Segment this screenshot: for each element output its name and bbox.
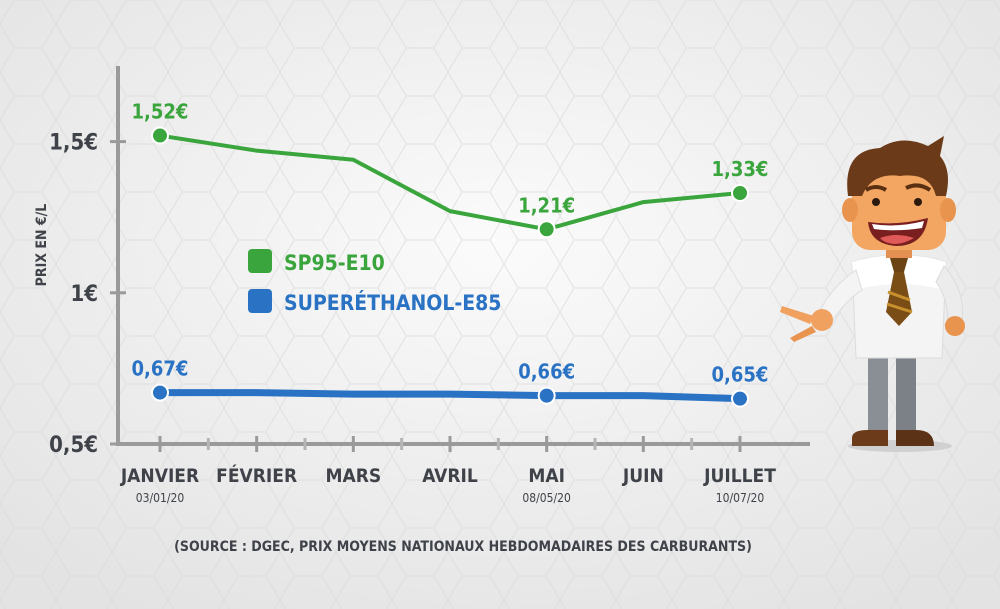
legend-swatch-sp95: [248, 249, 272, 273]
x-ticks: JANVIER 03/01/20 FÉVRIER MARS AVRIL MAI 08/05/…: [120, 436, 776, 505]
data-point: [151, 383, 169, 402]
x-tick-label: FÉVRIER: [216, 464, 297, 487]
legend-label-e85: SUPERÉTHANOL-E85: [284, 290, 501, 315]
x-tick-label: JUIN: [622, 465, 664, 487]
data-point: [731, 184, 749, 203]
y-ticks: 0,5€ 1€ 1,5€: [49, 131, 126, 458]
data-label: 1,21€: [518, 193, 575, 217]
series-layer: 1,52€ 1,21€ 1,33€ 0,67€ 0,66€ 0,65€: [132, 100, 769, 408]
x-tick-label: JUILLET: [703, 465, 776, 487]
series-line-sp95: [158, 133, 742, 232]
source-note: (SOURCE : DGEC, PRIX MOYENS NATIONAUX HE…: [174, 539, 752, 555]
data-point: [151, 126, 169, 145]
legend-swatch-e85: [248, 289, 272, 313]
y-tick-label: 0,5€: [49, 433, 98, 458]
x-date-label: 10/07/20: [716, 491, 765, 505]
data-point: [731, 389, 749, 408]
legend: SP95-E10 SUPERÉTHANOL-E85: [248, 249, 501, 315]
series-line-e85: [156, 389, 744, 403]
x-tick-label: MARS: [325, 465, 381, 487]
data-label: 1,33€: [712, 157, 769, 181]
data-point: [537, 386, 556, 405]
legend-label-sp95: SP95-E10: [284, 251, 385, 275]
x-date-label: 08/05/20: [522, 491, 571, 505]
x-date-label: 03/01/20: [136, 491, 185, 505]
x-tick-label: MAI: [528, 465, 565, 487]
data-label: 0,65€: [712, 363, 769, 387]
y-axis-label: PRIX EN €/L: [34, 204, 50, 287]
x-tick-label: JANVIER: [120, 465, 199, 487]
data-point: [537, 220, 556, 239]
x-tick-label: AVRIL: [422, 465, 478, 487]
y-tick-label: 1,5€: [49, 131, 98, 156]
data-label: 1,52€: [132, 100, 189, 124]
businessman-pointing-icon: [780, 136, 965, 452]
y-tick-label: 1€: [70, 282, 98, 307]
data-label: 0,66€: [518, 360, 575, 384]
data-label: 0,67€: [132, 357, 189, 381]
